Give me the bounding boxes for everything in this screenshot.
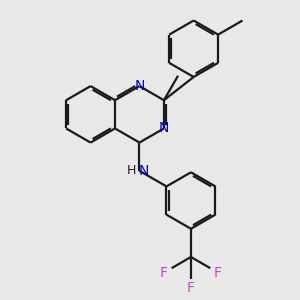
Text: N: N [134, 79, 145, 93]
Text: H: H [127, 164, 136, 177]
Text: N: N [139, 164, 149, 178]
Text: N: N [159, 122, 169, 136]
Text: F: F [214, 266, 222, 280]
Text: F: F [187, 281, 195, 295]
Text: F: F [160, 266, 168, 280]
